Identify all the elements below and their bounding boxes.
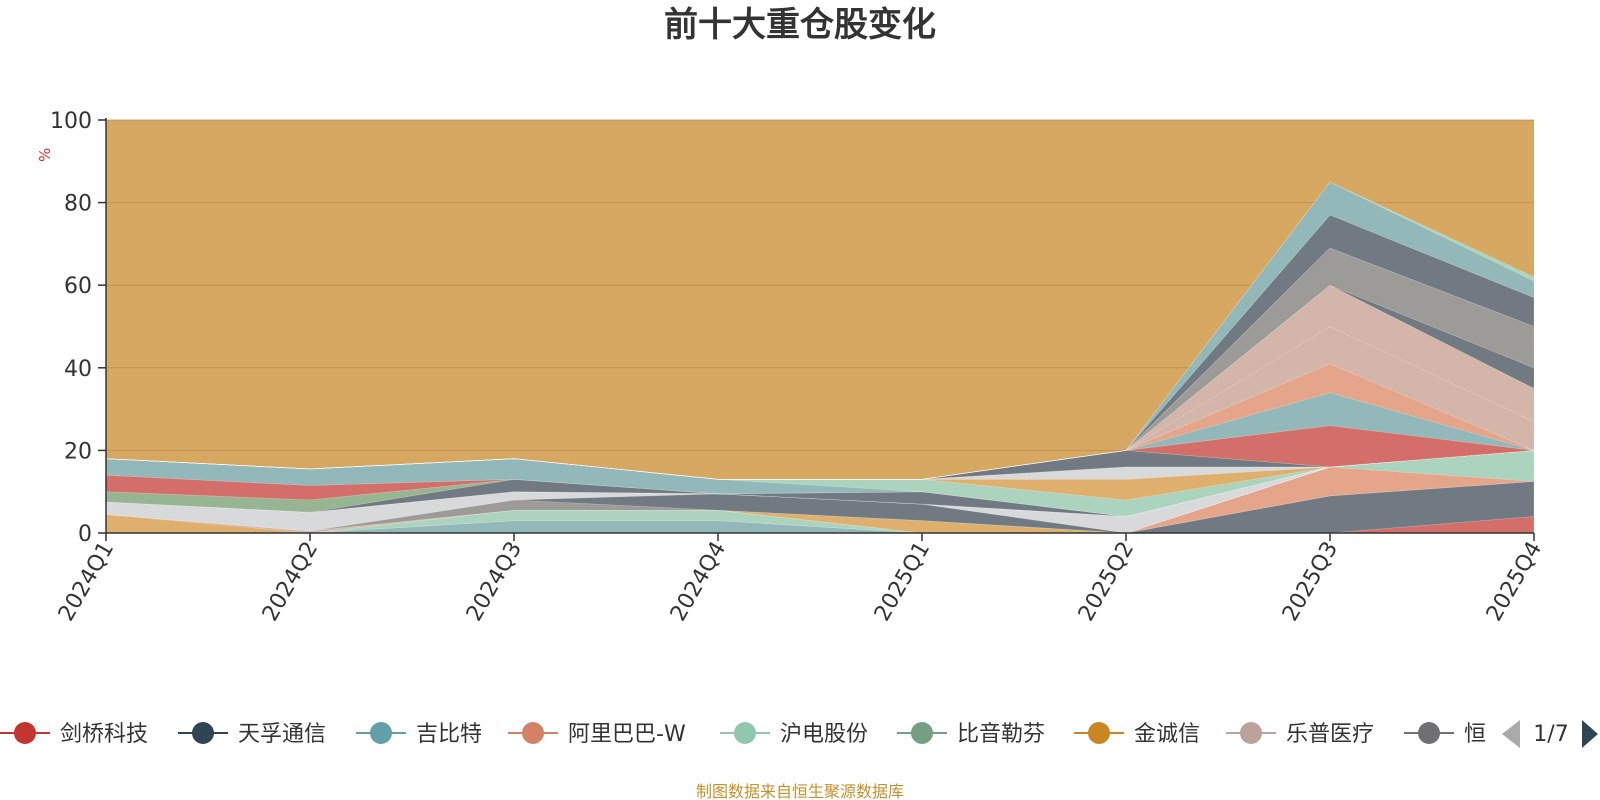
series-area[interactable] [105,284,1535,480]
legend-item[interactable]: 天孚通信 [178,722,326,747]
y-tick-label: 100 [50,109,92,134]
legend-item[interactable]: 金诚信 [1074,722,1200,747]
y-tick-label: 60 [64,274,92,299]
y-tick-label: 40 [64,357,92,382]
y-tick-label: 80 [64,192,92,217]
legend-label: 阿里巴巴-W [568,722,686,747]
legend-item[interactable]: 乐普医疗 [1226,722,1374,747]
legend-label: 乐普医疗 [1286,722,1374,747]
legend-item[interactable]: 沪电股份 [720,722,868,747]
legend-item[interactable]: 恒 [1404,722,1486,747]
legend-label: 天孚通信 [238,722,326,747]
legend-item[interactable]: 阿里巴巴-W [508,722,686,747]
legend-marker-icon [522,722,544,744]
chart-title: 前十大重仓股变化 [664,5,936,45]
legend-item[interactable]: 吉比特 [356,722,482,747]
y-axis-unit-label: % [36,148,54,162]
legend-next-page-icon[interactable] [1582,720,1598,748]
series-area[interactable] [105,181,1535,480]
legend-marker-icon [1240,722,1262,744]
legend-marker-icon [14,722,36,744]
legend-label: 金诚信 [1134,722,1200,747]
legend-marker-icon [192,722,214,744]
x-tick-label: 2025Q3 [1278,538,1343,626]
legend-marker-icon [370,722,392,744]
legend-marker-icon [1088,722,1110,744]
legend-label: 比音勒芬 [957,722,1045,747]
legend-item[interactable]: 剑桥科技 [0,722,148,747]
legend-prev-page-icon[interactable] [1502,720,1520,748]
y-tick-label: 20 [64,439,92,464]
legend-item[interactable]: 比音勒芬 [897,722,1045,747]
x-tick-label: 2024Q1 [54,538,119,626]
x-tick-label: 2025Q1 [870,538,935,626]
series-area[interactable] [105,181,1535,480]
series-area[interactable] [105,214,1535,480]
legend-label: 剑桥科技 [60,722,148,747]
series-area[interactable] [105,247,1535,480]
y-tick-label: 0 [78,522,92,547]
legend-marker-icon [911,722,933,744]
plot-area [105,119,1535,534]
legend-marker-icon [1418,722,1440,744]
x-tick-label: 2025Q4 [1482,538,1547,626]
x-tick-label: 2024Q3 [462,538,527,626]
series-area[interactable] [105,326,1535,480]
legend-label: 吉比特 [416,722,482,747]
legend-label: 沪电股份 [780,722,868,747]
series-area[interactable] [105,284,1535,480]
legend-label: 恒 [1464,722,1486,747]
x-tick-label: 2024Q2 [258,538,323,626]
legend: 剑桥科技 天孚通信 吉比特 阿里巴巴-W 沪电股份 比音勒芬 金诚信 乐普医疗 恒 1/7 [0,720,1598,748]
source-note: 制图数据来自恒生聚源数据库 [696,782,904,800]
x-tick-label: 2024Q4 [666,538,731,626]
legend-page-indicator: 1/7 [1533,722,1568,747]
legend-marker-icon [734,722,756,744]
x-tick-label: 2025Q2 [1074,538,1139,626]
